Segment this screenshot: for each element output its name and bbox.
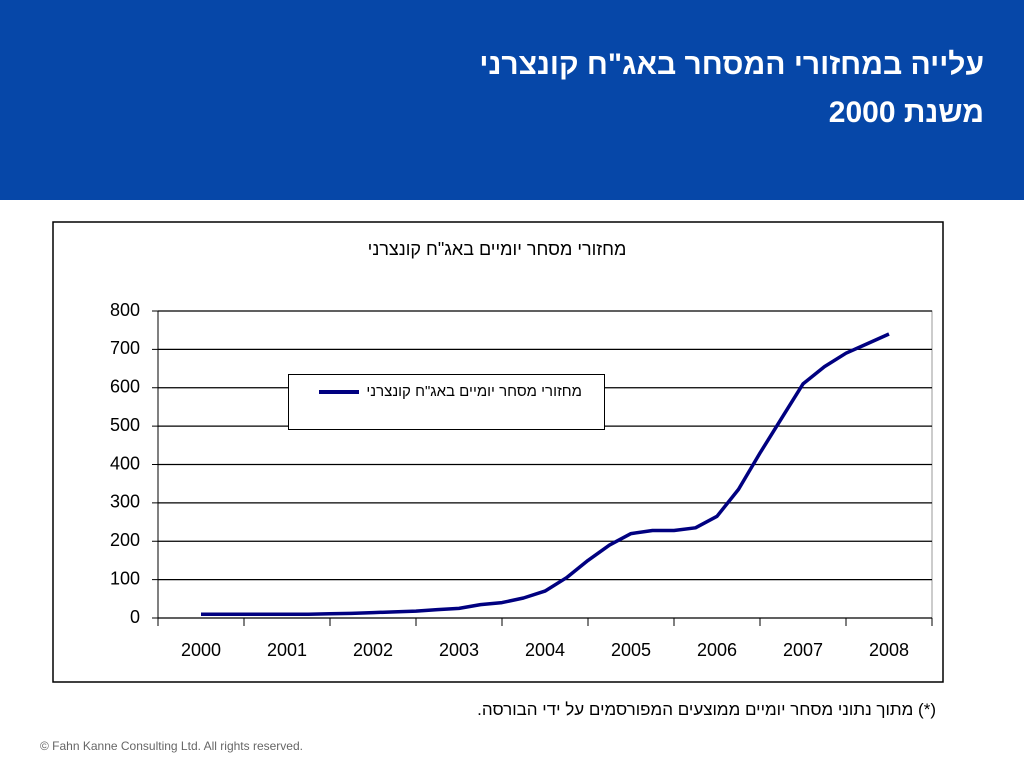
x-tick-label: 2002 — [353, 640, 393, 660]
x-tick-label: 2004 — [525, 640, 565, 660]
title-line: עלייה במחזורי המסחר באג"ח קונצרני — [479, 48, 984, 81]
x-tick-label: 2005 — [611, 640, 651, 660]
header: עלייה במחזורי המסחר באג"ח קונצרני משנת 2… — [0, 0, 1024, 200]
y-tick-label: 200 — [110, 530, 140, 550]
chart-title: מחזורי מסחר יומיים באג"ח קונצרני — [368, 239, 627, 259]
legend: מחזורי מסחר יומיים באג"ח קונצרני — [288, 374, 605, 430]
y-tick-label: 300 — [110, 492, 140, 512]
x-tick-label: 2003 — [439, 640, 479, 660]
copyright: © Fahn Kanne Consulting Ltd. All rights … — [40, 739, 303, 753]
y-tick-label: 100 — [110, 568, 140, 588]
chart-frame — [52, 221, 944, 683]
y-tick-label: 800 — [110, 300, 140, 320]
legend-swatch — [319, 390, 359, 394]
x-tick-label: 2006 — [697, 640, 737, 660]
y-tick-label: 700 — [110, 338, 140, 358]
footnote: (*) מתוך נתוני מסחר יומיים ממוצעים המפור… — [477, 700, 936, 719]
legend-label: מחזורי מסחר יומיים באג"ח קונצרני — [366, 383, 582, 400]
x-tick-label: 2001 — [267, 640, 307, 660]
x-tick-label: 2007 — [783, 640, 823, 660]
y-tick-label: 500 — [110, 415, 140, 435]
y-tick-label: 600 — [110, 377, 140, 397]
x-tick-label: 2000 — [181, 640, 221, 660]
data-line — [201, 332, 890, 616]
y-tick-label: 400 — [110, 453, 140, 473]
y-tick-label: 0 — [130, 607, 140, 627]
x-tick-label: 2008 — [869, 640, 909, 660]
title-line: משנת 2000 — [828, 96, 984, 129]
